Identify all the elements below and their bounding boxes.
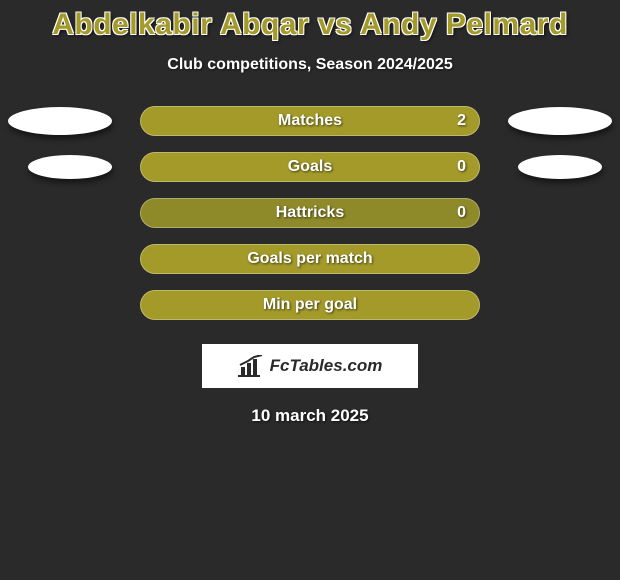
comparison-infographic: Abdelkabir Abqar vs Andy Pelmard Club co…: [0, 0, 620, 580]
stat-row: Hattricks 0: [0, 198, 620, 228]
stat-row: Goals per match: [0, 244, 620, 274]
stat-label: Min per goal: [263, 296, 357, 314]
stat-value: 2: [457, 112, 466, 130]
bar-chart-icon: [238, 355, 266, 377]
stat-label: Goals per match: [247, 250, 372, 268]
stat-bar-goals: Goals 0: [140, 152, 480, 182]
logo-text: FcTables.com: [270, 356, 383, 376]
stat-label: Hattricks: [276, 204, 344, 222]
stat-bar-hattricks: Hattricks 0: [140, 198, 480, 228]
stat-rows: Matches 2 Goals 0 Hattricks 0: [0, 106, 620, 320]
stat-value: 0: [457, 204, 466, 222]
date-text: 10 march 2025: [0, 406, 620, 426]
stat-row: Min per goal: [0, 290, 620, 320]
left-player-ellipse: [8, 107, 112, 135]
left-player-ellipse: [28, 155, 112, 179]
subtitle: Club competitions, Season 2024/2025: [0, 56, 620, 74]
right-player-ellipse: [508, 107, 612, 135]
right-player-ellipse: [518, 155, 602, 179]
stat-label: Goals: [288, 158, 332, 176]
stat-label: Matches: [278, 112, 342, 130]
stat-row: Matches 2: [0, 106, 620, 136]
stat-row: Goals 0: [0, 152, 620, 182]
stat-bar-min-per-goal: Min per goal: [140, 290, 480, 320]
stat-bar-matches: Matches 2: [140, 106, 480, 136]
fctables-logo: FcTables.com: [202, 344, 418, 388]
page-title: Abdelkabir Abqar vs Andy Pelmard: [0, 0, 620, 42]
stat-value: 0: [457, 158, 466, 176]
stat-bar-goals-per-match: Goals per match: [140, 244, 480, 274]
